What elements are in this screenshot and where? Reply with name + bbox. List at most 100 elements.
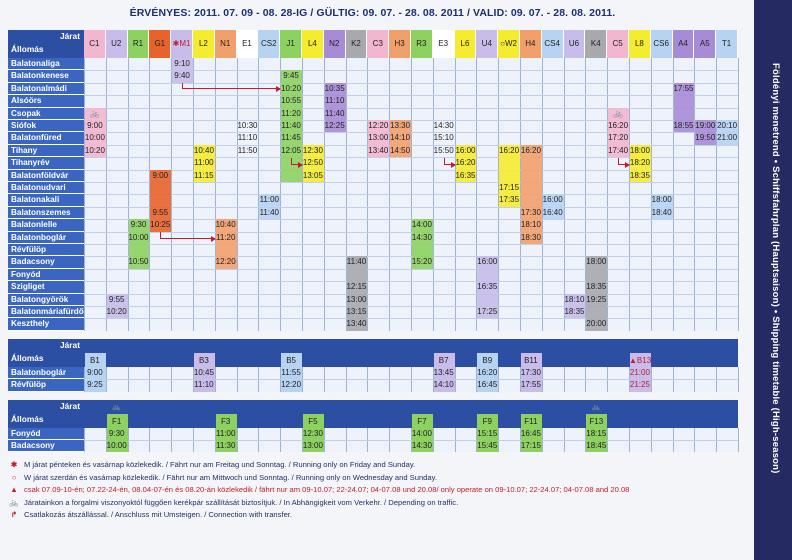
time-cell: 18:35 (586, 282, 607, 292)
route-header: B11 (524, 355, 538, 365)
time-cell: 11:10 (324, 96, 345, 106)
time-cell: 13:30 (390, 121, 411, 130)
time-cell: 13:00 (368, 133, 389, 143)
route-bar (586, 413, 608, 453)
section2-header-bg (8, 338, 738, 367)
time-cell: 13:40 (368, 145, 389, 155)
asterisk-icon: ✱ (10, 460, 18, 470)
route-header: B9 (482, 355, 493, 365)
time-cell: 12:05 (281, 145, 302, 155)
time-cell: 13:15 (346, 307, 367, 316)
grid-line (84, 231, 738, 233)
arrow-head (298, 161, 303, 168)
grid-line (84, 268, 738, 270)
legend-text: M járat pénteken és vasárnap közlekedik.… (24, 460, 416, 470)
time-cell: 18:20 (629, 158, 650, 168)
time-cell: 10:25 (150, 220, 171, 230)
route-bar (477, 352, 499, 392)
time-cell: 11:20 (215, 232, 236, 242)
route-bar (106, 413, 128, 453)
time-cell: 16:20 (477, 367, 498, 377)
time-cell: 14:00 (411, 428, 432, 438)
time-cell: 16:45 (477, 380, 498, 390)
time-cell: 14:10 (390, 133, 411, 143)
section1-station: Balatonkenese (8, 70, 84, 83)
time-cell: 11:40 (346, 257, 367, 267)
route-header: L8 (629, 30, 651, 58)
grid-line (476, 427, 478, 453)
time-cell: 18:45 (586, 441, 607, 450)
route-bar (106, 293, 128, 319)
time-cell: 10:20 (106, 307, 127, 316)
section1-station: Fonyód (8, 268, 84, 282)
section1-station: Balatonalmádi (8, 82, 84, 96)
route-header: E1 (236, 30, 259, 58)
time-cell: 19:00 (695, 121, 716, 130)
time-cell: 10:20 (281, 83, 302, 93)
grid-line (84, 157, 738, 159)
time-cell: 11:40 (281, 121, 301, 130)
time-cell: 9:30 (130, 220, 147, 230)
route-header: U4 (476, 30, 499, 58)
time-cell: 9:55 (152, 207, 169, 217)
route-header: F3 (221, 416, 231, 426)
grid-line (84, 256, 738, 258)
section1-station: Balatonakali (8, 194, 84, 207)
grid-line (84, 281, 738, 283)
grid-line (302, 427, 303, 453)
grid-line (738, 58, 739, 331)
grid-line (84, 132, 738, 134)
grid-line (193, 427, 194, 453)
time-cell: 13:45 (433, 367, 454, 377)
time-cell: 11:30 (215, 441, 236, 450)
time-cell: 17:25 (477, 307, 498, 316)
route-header: F5 (308, 416, 318, 426)
route-header: E3 (432, 30, 455, 58)
time-cell: 10:55 (281, 96, 302, 106)
grid-line (214, 427, 216, 453)
route-header: C3 (367, 30, 390, 58)
time-cell: 12:30 (302, 145, 323, 155)
route-header: U6 (563, 30, 586, 58)
section1-station: Balatonboglár (8, 231, 84, 244)
bicycle-icon: 🚲 (591, 403, 601, 411)
grid-line (84, 144, 738, 146)
section3-station: Fonyód (8, 427, 84, 440)
time-cell: 16:35 (455, 170, 476, 180)
route-bar (150, 169, 172, 232)
time-cell: 17:40 (608, 145, 629, 155)
legend-text: Csatlakozás átszállással. / Anschluss mi… (24, 510, 293, 520)
route-header: K2 (345, 30, 368, 58)
grid-line (585, 427, 587, 453)
grid-line (127, 427, 129, 453)
bicycle-icon: 🚲 (9, 497, 19, 507)
grid-line (629, 427, 630, 453)
time-cell: 16:35 (477, 282, 498, 292)
time-cell: 🚲 (89, 108, 100, 118)
legend-item: ↱ Csatlakozás átszállással. / Anschluss m… (8, 510, 292, 519)
route-bar (324, 82, 346, 133)
route-header: B3 (199, 355, 209, 365)
grid-line (738, 366, 739, 392)
grid-line (84, 440, 738, 441)
time-cell: 15:50 (433, 145, 454, 155)
time-cell: 18:10 (564, 294, 585, 304)
grid-line (84, 306, 738, 307)
route-bar (259, 194, 281, 220)
grid-line (84, 107, 738, 109)
route-bar (215, 219, 237, 269)
time-cell: 21:00 (629, 367, 650, 377)
route-header: K4 (585, 30, 608, 58)
time-cell: 10:50 (128, 257, 149, 267)
grid-line (171, 427, 173, 453)
route-header: B1 (90, 355, 100, 365)
time-cell: 18:30 (520, 232, 541, 242)
route-bar (281, 70, 302, 182)
route-header: F7 (417, 416, 427, 426)
route-bar (368, 120, 390, 158)
route-header: ▲B13 (629, 355, 651, 365)
time-cell: 9:45 (283, 71, 299, 81)
grid-line (607, 427, 609, 453)
time-cell: 11:00 (194, 158, 214, 168)
time-cell: 13:00 (346, 294, 367, 304)
